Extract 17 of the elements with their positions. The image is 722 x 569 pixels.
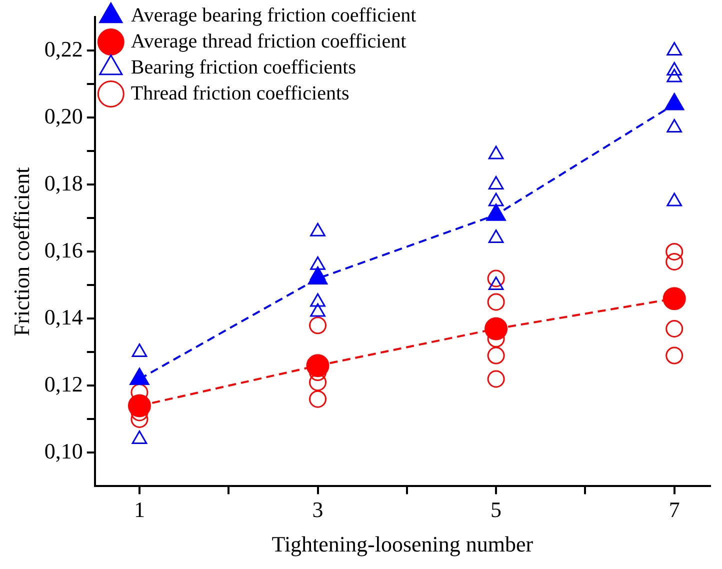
- legend-label: Thread friction coefficients: [130, 82, 350, 104]
- y-tick-label: 0,18: [44, 170, 83, 196]
- x-tick-label: 7: [668, 497, 680, 522]
- y-tick-label: 0,14: [44, 304, 83, 330]
- y-tick-label: 0,12: [44, 371, 83, 396]
- y-tick-label: 0,16: [44, 237, 83, 262]
- x-tick-label: 3: [312, 497, 324, 522]
- x-tick-label: 5: [490, 497, 502, 522]
- y-tick-label: 0,10: [44, 438, 83, 464]
- legend-label: Average bearing friction coefficient: [130, 4, 417, 26]
- x-tick-label: 1: [134, 497, 145, 522]
- legend-label: Average thread friction coefficient: [130, 30, 407, 52]
- legend-label: Bearing friction coefficients: [130, 56, 356, 78]
- y-tick-label: 0,22: [44, 36, 83, 62]
- y-tick-label: 0,20: [44, 103, 83, 128]
- x-axis-title: Tightening-loosening number: [272, 532, 534, 557]
- y-axis-title: Friction coefficient: [8, 167, 34, 336]
